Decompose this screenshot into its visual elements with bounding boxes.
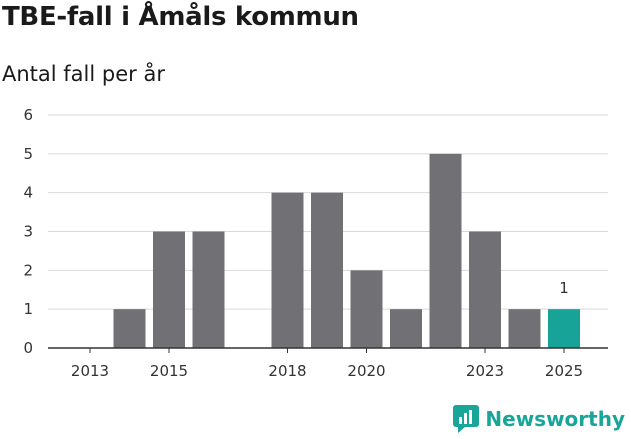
bar-2025 (548, 309, 580, 348)
y-tick-label-6: 6 (23, 106, 33, 124)
newsworthy-logo-icon (453, 405, 480, 433)
y-tick-label-5: 5 (23, 145, 33, 163)
y-tick-label-4: 4 (23, 184, 33, 202)
bar-2021 (390, 309, 422, 348)
data-label-2025: 1 (559, 279, 569, 297)
x-tick-label-2023: 2023 (466, 362, 504, 380)
bar-2015 (153, 231, 185, 348)
chart-title: TBE-fall i Åmåls kommun (2, 2, 359, 32)
x-tick-label-2013: 2013 (71, 362, 109, 380)
y-tick-label-3: 3 (23, 223, 33, 241)
y-tick-label-2: 2 (23, 261, 33, 279)
bar-2019 (311, 192, 343, 348)
chart-subtitle: Antal fall per år (2, 62, 165, 86)
bar-2024 (508, 309, 541, 348)
brand-name: Newsworthy (485, 407, 625, 431)
bar-2014 (113, 309, 146, 348)
bar-2018 (271, 192, 304, 348)
bar-2023 (469, 231, 501, 348)
bar-2020 (350, 270, 383, 348)
x-tick-label-2025: 2025 (545, 362, 583, 380)
y-tick-label-1: 1 (23, 300, 33, 318)
bar-2016 (192, 231, 225, 348)
newsworthy-brand: Newsworthy (453, 405, 625, 433)
bar-2022 (429, 153, 462, 348)
x-tick-label-2020: 2020 (347, 362, 385, 380)
x-tick-label-2015: 2015 (150, 362, 188, 380)
x-tick-label-2018: 2018 (268, 362, 306, 380)
y-tick-label-0: 0 (23, 339, 33, 357)
